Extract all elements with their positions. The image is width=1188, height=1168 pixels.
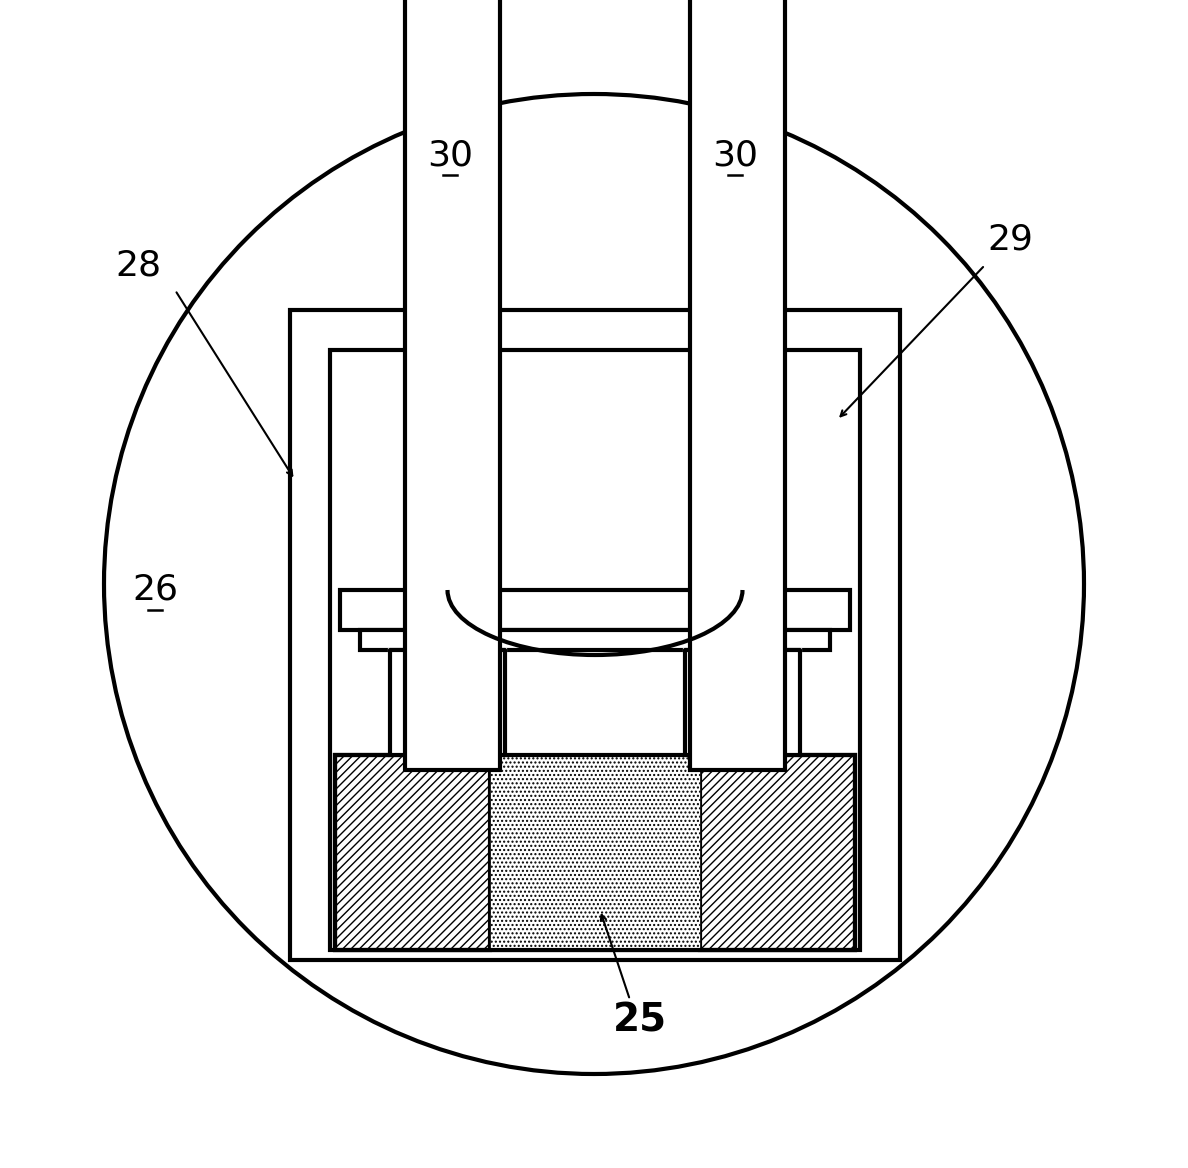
Text: 26: 26 (132, 573, 178, 607)
Bar (390, 651, 505, 755)
Bar (700, 755, 855, 950)
Bar (405, 0, 500, 770)
Bar (340, 590, 849, 630)
Bar (335, 755, 489, 950)
Bar (335, 755, 855, 950)
Bar (489, 755, 700, 950)
Text: 28: 28 (115, 248, 162, 281)
Bar (330, 350, 860, 950)
Text: 29: 29 (987, 223, 1032, 257)
Text: 30: 30 (426, 138, 473, 172)
Text: 25: 25 (613, 1001, 668, 1040)
Bar (690, 0, 785, 770)
Text: 30: 30 (712, 138, 758, 172)
Bar (290, 310, 901, 960)
Bar (685, 651, 800, 755)
Bar (360, 630, 830, 651)
